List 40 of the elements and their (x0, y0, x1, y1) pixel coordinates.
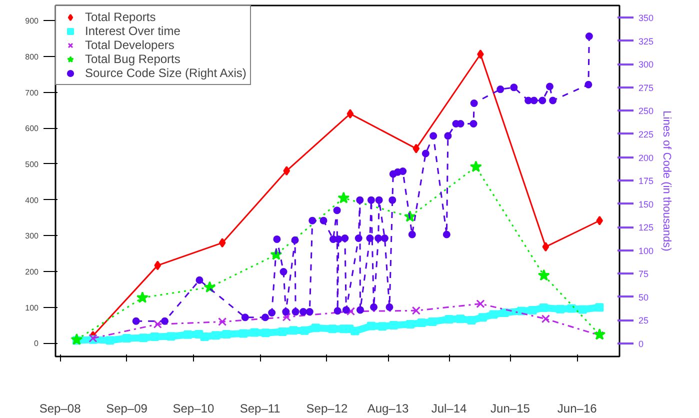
y2-axis-title: Lines of Code (in thousands) (660, 110, 673, 252)
y2-tick-label: 25 (638, 316, 649, 326)
x-tick-label: Sep–09 (106, 402, 148, 416)
x-tick-label: Jun–15 (490, 402, 530, 416)
y2-tick-label: 275 (638, 82, 654, 93)
y2-tick-label: 175 (638, 176, 654, 186)
x-tick-label: Jun–16 (557, 402, 598, 416)
y2-tick-label: 225 (638, 129, 654, 140)
y2-tick-label: 0 (638, 338, 644, 349)
legend-label: Total Developers (85, 38, 174, 52)
x-tick-label: Aug–13 (367, 402, 410, 416)
y2-tick-label: 300 (638, 60, 654, 70)
y-tick-label: 400 (25, 196, 40, 205)
legend-label: Interest Over time (85, 24, 180, 38)
y2-tick-label: 350 (638, 13, 654, 24)
y-tick-label: 600 (25, 124, 40, 134)
y2-tick-label: 50 (638, 292, 649, 302)
y-tick-label: 0 (34, 339, 40, 348)
y2-tick-label: 325 (638, 36, 654, 46)
y2-tick-label: 100 (638, 246, 654, 256)
legend-label: Total Bug Reports (85, 52, 180, 66)
y2-tick-label: 250 (638, 106, 654, 116)
legend-label: Source Code Size (Right Axis) (85, 66, 246, 80)
y2-tick-label: 125 (638, 222, 654, 233)
legend-label: Total Reports (85, 10, 156, 24)
y-tick-label: 100 (25, 303, 40, 312)
y-tick-label: 700 (25, 88, 40, 98)
y-tick-label: 800 (25, 52, 40, 62)
y2-tick-label: 150 (638, 199, 654, 210)
y-tick-label: 200 (25, 268, 40, 277)
x-tick-label: Sep–11 (240, 402, 281, 416)
y2-tick-label: 200 (638, 152, 654, 163)
y-tick-label: 500 (25, 160, 40, 169)
x-tick-label: Sep–12 (306, 402, 348, 416)
x-tick-label: Sep–10 (172, 402, 214, 416)
x-tick-label: Sep–08 (39, 402, 82, 416)
y-tick-label: 900 (25, 16, 40, 26)
y2-tick-label: 75 (638, 269, 649, 280)
y-tick-label: 300 (25, 232, 40, 241)
x-tick-label: Jul–14 (431, 402, 468, 416)
